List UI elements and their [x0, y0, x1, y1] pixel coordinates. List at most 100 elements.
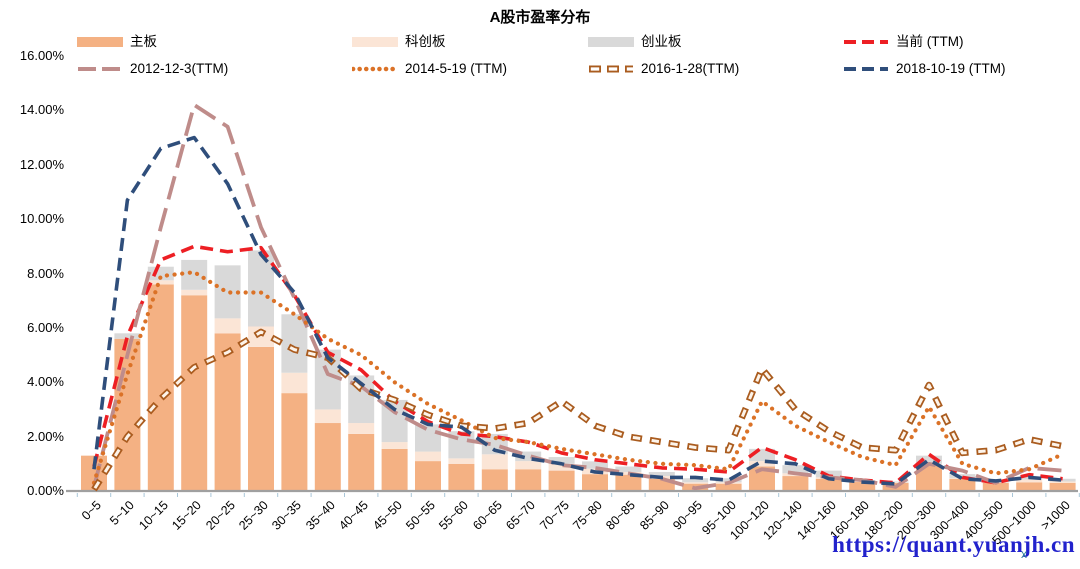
legend-bar-swatch-icon — [77, 37, 123, 47]
bar-segment-star-board — [548, 463, 575, 471]
bar-segment-main-board — [381, 448, 408, 491]
legend-line-swatch-icon — [78, 67, 122, 71]
y-axis-tick-label: 12.00% — [19, 156, 64, 172]
bar-segment-star-board — [515, 461, 542, 470]
legend-line-swatch-icon — [589, 65, 633, 73]
bar-segment-chinext-board — [415, 424, 441, 452]
bar-segment-main-board — [1049, 482, 1076, 491]
bar-segment-chinext-board — [548, 457, 575, 464]
y-axis-tick-label: 4.00% — [27, 374, 64, 390]
bar-segment-star-board — [147, 280, 174, 285]
legend-item-4: 当前 (TTM) — [843, 34, 963, 50]
legend-bar-swatch-icon — [588, 37, 634, 47]
bar-segment-star-board — [214, 318, 241, 334]
bar-segment-chinext-board — [815, 470, 842, 478]
legend-item-2: 科创板 — [352, 34, 446, 50]
bar-segment-main-board — [181, 295, 208, 491]
bar-segment-star-board — [682, 482, 709, 484]
bar-segment-main-board — [415, 461, 441, 491]
bar-segment-chinext-board — [949, 474, 976, 479]
legend-item-label: 当前 (TTM) — [896, 34, 964, 49]
bar-segment-star-board — [381, 442, 408, 449]
bar-segment-main-board — [248, 346, 274, 491]
bar-segment-chinext-board — [648, 471, 675, 477]
bar-segment-star-board — [1016, 479, 1043, 483]
bar-segment-main-board — [715, 483, 742, 491]
y-axis-tick-label: 6.00% — [27, 319, 64, 335]
bar-segment-chinext-board — [281, 314, 308, 373]
bar-segment-main-board — [281, 393, 308, 491]
bar-segment-main-board — [582, 474, 608, 491]
bar-segment-chinext-board — [882, 481, 909, 483]
bar-segment-main-board — [214, 333, 241, 491]
bar-segment-main-board — [515, 469, 542, 491]
bar-segment-main-board — [147, 284, 174, 491]
legend-item-label: 2016-1-28(TTM) — [641, 61, 740, 76]
legend: 主板 科创板 创业板 当前 (TTM) 2012-12-3(TTM) 2014-5-19 … — [0, 0, 1080, 90]
legend-item-6: 2014-5-19 (TTM) — [352, 61, 507, 77]
legend-item-7: 2016-1-28(TTM) — [588, 61, 739, 77]
bar-segment-main-board — [548, 470, 575, 491]
bar-segment-star-board — [1049, 481, 1076, 483]
y-axis-tick-label: 16.00% — [19, 48, 64, 63]
bar-segment-chinext-board — [715, 478, 742, 483]
y-axis-tick-label: 0.00% — [27, 483, 64, 498]
bar-segment-main-board — [615, 474, 642, 491]
legend-item-label: 2018-10-19 (TTM) — [896, 61, 1006, 76]
bar-segment-star-board — [481, 454, 508, 470]
bar-segment-star-board — [181, 289, 208, 296]
legend-item-label: 创业板 — [641, 34, 682, 49]
bar-segment-star-board — [314, 409, 341, 424]
bar-segment-chinext-board — [682, 478, 709, 483]
bar-segment-chinext-board — [181, 259, 208, 290]
legend-line-swatch-icon — [844, 67, 888, 71]
bar-segment-star-board — [248, 326, 274, 347]
legend-item-3: 创业板 — [588, 34, 682, 50]
bar-segment-chinext-board — [515, 451, 542, 462]
bar-segment-star-board — [749, 461, 775, 467]
y-axis-tick-label: 8.00% — [27, 265, 64, 281]
bar-segment-main-board — [782, 476, 809, 491]
legend-line-swatch-icon — [844, 40, 888, 44]
line-ttm-2014-5-19 — [91, 270, 1065, 485]
bar-segment-main-board — [849, 482, 876, 491]
watermark-link[interactable]: https://quant.yuanjh.cn — [832, 532, 1075, 557]
legend-item-label: 主板 — [130, 34, 157, 49]
bar-segment-chinext-board — [582, 461, 608, 469]
legend-item-5: 2012-12-3(TTM) — [77, 61, 228, 77]
legend-item-label: 2012-12-3(TTM) — [130, 61, 229, 76]
bar-segment-star-board — [448, 458, 475, 464]
legend-line-swatch-icon — [352, 66, 398, 72]
bar-segment-chinext-board — [916, 455, 942, 464]
x-axis-unit-label: x — [1021, 547, 1027, 561]
y-axis-tick-label: 2.00% — [27, 428, 64, 444]
bar-segment-main-board — [348, 433, 375, 491]
legend-item-8: 2018-10-19 (TTM) — [843, 61, 1006, 77]
bar-segment-main-board — [982, 482, 1009, 491]
legend-bar-swatch-icon — [352, 37, 398, 47]
bar-segment-chinext-board — [1049, 478, 1076, 482]
bar-segment-main-board — [448, 463, 475, 491]
bar-segment-chinext-board — [782, 465, 809, 474]
bar-segment-star-board — [281, 372, 308, 394]
line-ttm-2018-10-19 — [92, 135, 1063, 486]
bar-segment-main-board — [481, 469, 508, 491]
bar-segment-chinext-board — [114, 333, 141, 339]
legend-item-1: 主板 — [77, 34, 157, 50]
y-axis-tick-label: 10.00% — [19, 211, 64, 227]
bar-segment-star-board — [415, 451, 441, 462]
bar-segment-main-board — [1016, 482, 1043, 491]
y-axis-tick-label: 14.00% — [19, 102, 64, 118]
bar-segment-main-board — [114, 338, 141, 491]
bar-segment-star-board — [348, 423, 375, 434]
legend-item-label: 2014-5-19 (TTM) — [405, 61, 508, 76]
bar-segment-star-board — [882, 482, 909, 483]
bar-segment-chinext-board — [615, 466, 642, 472]
legend-item-label: 科创板 — [405, 34, 446, 49]
line-ttm-2016-1-28 — [91, 328, 1064, 492]
bar-segment-chinext-board — [248, 250, 274, 327]
bar-segment-main-board — [314, 423, 341, 491]
chart-title: A股市盈率分布 — [489, 9, 591, 26]
